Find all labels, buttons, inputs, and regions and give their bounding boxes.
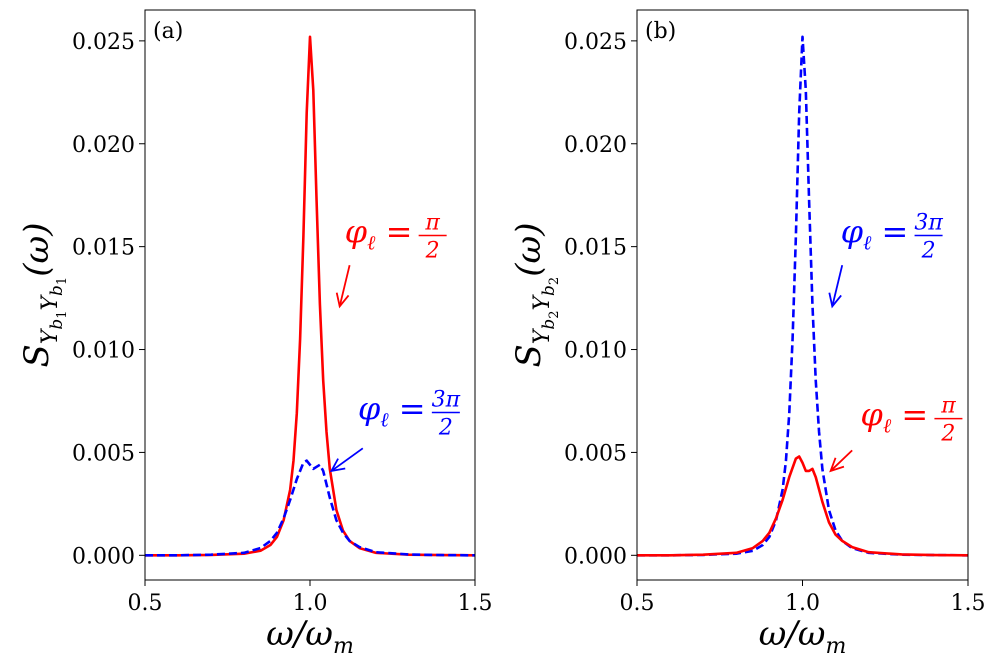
annotation: φℓ = π 2 <box>829 394 963 473</box>
x-tick-label: 1.5 <box>951 591 986 616</box>
annotation-denominator: 2 <box>425 239 440 264</box>
annotation-arrow-shaft <box>830 449 853 472</box>
y-tick-label: 0.000 <box>564 544 627 569</box>
annotation-label: φℓ = <box>860 396 928 438</box>
annotation-label: φℓ = <box>358 389 426 431</box>
y-axis-title-sub1: Y <box>530 327 555 344</box>
annotation: φℓ = π 2 <box>335 211 447 309</box>
annotation-phi: φ <box>345 213 368 251</box>
annotation-eq: = <box>891 396 928 434</box>
y-tick-label: 0.015 <box>564 236 627 261</box>
x-tick-label: 1.0 <box>785 591 820 616</box>
y-axis-title: SYb2Yb2(ω) <box>509 223 562 368</box>
x-axis-title-sub: m <box>826 634 847 659</box>
panel-a: 0.5 1.0 1.5 0.000 0.005 0.010 0.015 0.020 0.025 (… <box>17 9 493 659</box>
panel-label: (a) <box>153 19 183 44</box>
x-axis-title-main: ω/ω <box>759 614 826 654</box>
annotation-numerator: 3π <box>914 211 943 236</box>
x-axis-title-main: ω/ω <box>266 614 333 654</box>
y-axis-title-sub1-b: b <box>47 319 67 330</box>
x-tick-label: 1.5 <box>458 591 493 616</box>
y-axis-title-sub1-index: 2 <box>547 310 562 318</box>
plot-frame <box>636 9 969 581</box>
annotation-sub: ℓ <box>367 231 376 255</box>
y-axis-title-sub2-index: 2 <box>547 277 562 285</box>
series-line-solid <box>637 455 968 557</box>
annotation-numerator: π <box>424 211 440 236</box>
annotation-denominator: 2 <box>438 415 453 440</box>
y-tick-label: 0.020 <box>72 133 135 158</box>
y-tick-label: 0.010 <box>564 339 627 364</box>
y-axis-title-sub2: Y <box>530 293 555 310</box>
x-tick-label: 0.5 <box>620 591 655 616</box>
annotation-label: φℓ = <box>345 213 413 255</box>
annotation-arrow-shaft <box>338 264 351 307</box>
annotation-numerator: π <box>940 394 956 419</box>
annotation-denominator: 2 <box>921 239 936 264</box>
annotation-arrow-head <box>829 457 845 473</box>
panel-b: 0.5 1.0 1.5 0.000 0.005 0.010 0.015 0.020 0.025 (… <box>509 9 986 659</box>
series-line-dashed <box>145 459 475 557</box>
y-axis-title: SYb1Yb1(ω) <box>17 223 70 368</box>
x-axis-title-sub: m <box>333 634 354 659</box>
annotation-numerator: 3π <box>432 387 461 412</box>
y-tick-label: 0.005 <box>72 441 135 466</box>
annotation-denominator: 2 <box>940 422 955 447</box>
plot-frame <box>144 9 476 581</box>
series-line-solid <box>145 35 475 557</box>
annotation-arrow-shaft <box>831 264 844 307</box>
x-tick-label: 1.0 <box>293 591 328 616</box>
annotation-phi: φ <box>860 396 883 434</box>
annotation-phi: φ <box>358 389 381 427</box>
y-axis-title-sub2: Y <box>38 293 63 310</box>
y-axis-title-arg: (ω) <box>509 223 549 277</box>
annotation: φℓ = 3π 2 <box>329 387 461 473</box>
y-tick-label: 0.020 <box>564 133 627 158</box>
annotation-eq: = <box>389 389 426 427</box>
y-axis-title-sub2-b: b <box>47 285 67 296</box>
annotation-sub: ℓ <box>883 414 892 438</box>
annotation-arrow-head <box>335 292 350 309</box>
series-line-dashed <box>637 35 968 557</box>
annotation-arrow-head <box>828 292 842 309</box>
y-axis-title-main: S <box>17 344 57 367</box>
annotation-arrow-shaft <box>330 447 364 472</box>
annotation-label: φℓ = <box>841 213 909 255</box>
y-axis-title-sub1-index: 1 <box>55 310 70 318</box>
annotation-eq: = <box>375 213 412 251</box>
y-tick-label: 0.005 <box>564 441 627 466</box>
x-axis-title: ω/ωm <box>759 614 847 659</box>
y-tick-label: 0.015 <box>72 236 135 261</box>
y-tick-label: 0.025 <box>564 30 627 55</box>
annotation-sub: ℓ <box>863 231 872 255</box>
annotation-sub: ℓ <box>380 407 389 431</box>
panel-label: (b) <box>645 19 676 44</box>
annotation-arrow-head <box>329 458 346 473</box>
x-tick-label: 0.5 <box>128 591 163 616</box>
y-tick-label: 0.025 <box>72 30 135 55</box>
y-axis-title-sub1: Y <box>38 327 63 344</box>
annotation: φℓ = 3π 2 <box>828 211 943 309</box>
y-axis-title-sub2-index: 1 <box>55 277 70 285</box>
y-axis-title-sub1-b: b <box>539 319 559 330</box>
y-tick-label: 0.000 <box>72 544 135 569</box>
annotation-eq: = <box>871 213 908 251</box>
x-axis-title: ω/ωm <box>266 614 354 659</box>
annotation-phi: φ <box>841 213 864 251</box>
y-axis-title-sub2-b: b <box>539 285 559 296</box>
y-axis-title-arg: (ω) <box>17 223 57 277</box>
y-tick-label: 0.010 <box>72 339 135 364</box>
y-axis-title-main: S <box>509 344 549 367</box>
